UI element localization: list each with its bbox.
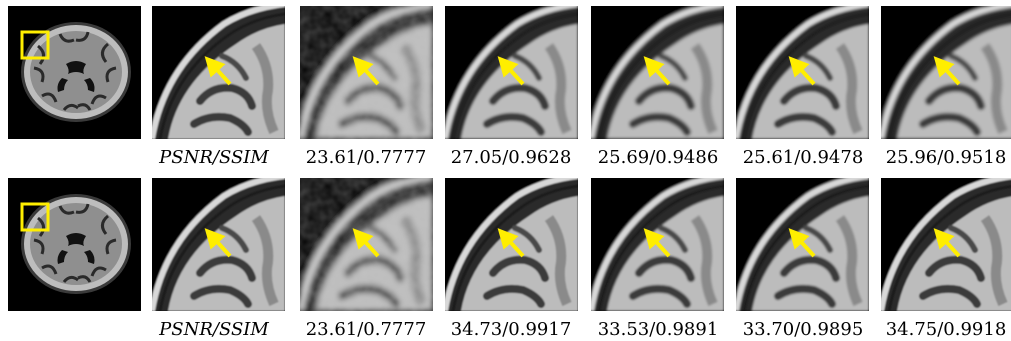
row1-full-brain-image [8, 6, 141, 139]
highlight-arrow-icon [788, 228, 816, 258]
row1-metric-3: 25.69/0.9486 [597, 147, 719, 168]
row1-crop-method-4 [736, 6, 869, 139]
row1-crop-ground-truth [152, 6, 285, 139]
highlight-arrow-icon [788, 56, 816, 86]
row1-metric-1: 23.61/0.7777 [305, 147, 427, 168]
highlight-arrow-icon [204, 228, 232, 258]
row2-metric-3: 33.53/0.9891 [597, 319, 719, 340]
row1-crop-method-3 [591, 6, 724, 139]
highlight-arrow-icon [497, 228, 525, 258]
row1-crop-method-2 [445, 6, 578, 139]
row1-metric-2: 27.05/0.9628 [450, 147, 572, 168]
highlight-arrow-icon [204, 56, 232, 86]
highlight-arrow-icon [933, 56, 961, 86]
row2-metric-5: 34.75/0.9918 [885, 319, 1007, 340]
row2-full-brain-image [8, 178, 141, 311]
row2-crop-method-3 [591, 178, 724, 311]
row1-metric-5: 25.96/0.9518 [885, 147, 1007, 168]
row1-metric-label: PSNR/SSIM [159, 147, 269, 168]
highlight-arrow-icon [643, 228, 671, 258]
row2-metric-4: 33.70/0.9895 [742, 319, 864, 340]
row1-crop-method-5 [881, 6, 1011, 139]
row1-crop-method-1 [300, 6, 433, 139]
row2-crop-method-4 [736, 178, 869, 311]
row2-metric-1: 23.61/0.7777 [305, 319, 427, 340]
row2-crop-method-2 [445, 178, 578, 311]
row2-metric-2: 34.73/0.9917 [450, 319, 572, 340]
highlight-arrow-icon [497, 56, 525, 86]
highlight-arrow-icon [352, 228, 380, 258]
highlight-arrow-icon [643, 56, 671, 86]
row1-metric-4: 25.61/0.9478 [742, 147, 864, 168]
row2-crop-method-5 [881, 178, 1011, 311]
highlight-arrow-icon [933, 228, 961, 258]
row2-crop-ground-truth [152, 178, 285, 311]
row2-crop-method-1 [300, 178, 433, 311]
row2-metric-label: PSNR/SSIM [159, 319, 269, 340]
highlight-arrow-icon [352, 56, 380, 86]
